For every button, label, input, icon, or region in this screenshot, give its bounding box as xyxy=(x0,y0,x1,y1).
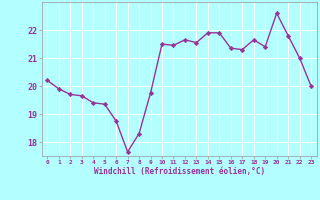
X-axis label: Windchill (Refroidissement éolien,°C): Windchill (Refroidissement éolien,°C) xyxy=(94,167,265,176)
